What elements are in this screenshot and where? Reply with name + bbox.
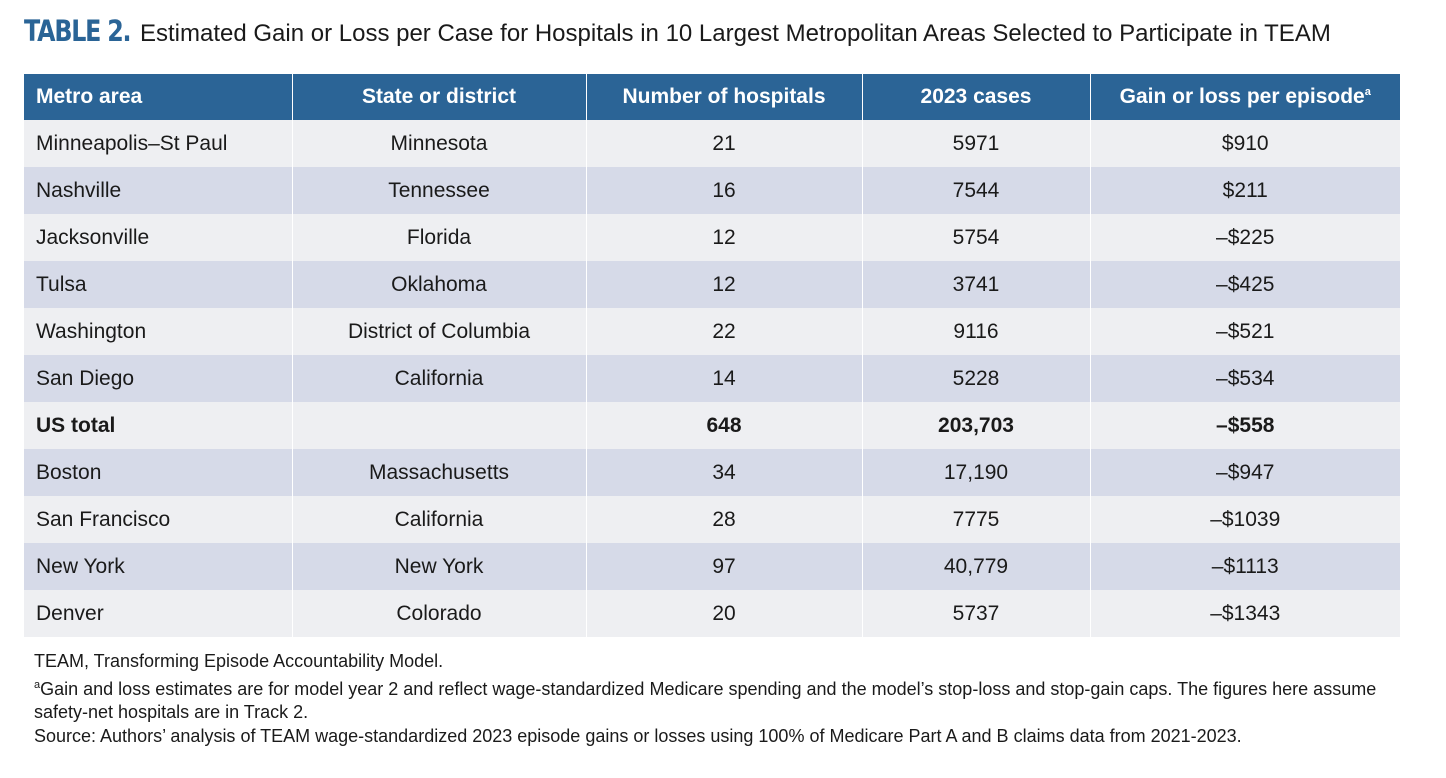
cell-state-or-district [291,402,586,449]
table-row: San Diego California 14 5228 –$534 [24,355,1400,402]
header-2023-cases: 2023 cases [861,74,1090,120]
header-number-of-hospitals: Number of hospitals [585,74,862,120]
header-metro-area: Metro area [24,74,292,120]
cell-2023-cases: 7775 [861,496,1090,543]
cell-state-or-district: Colorado [291,590,586,637]
cell-metro-area: San Francisco [24,496,292,543]
cell-number-of-hospitals: 28 [585,496,862,543]
cell-metro-area: Washington [24,308,292,355]
footnote-a-text: Gain and loss estimates are for model ye… [34,678,1377,723]
table-row: Boston Massachusetts 34 17,190 –$947 [24,449,1400,496]
cell-gain-or-loss: –$947 [1089,449,1400,496]
cell-2023-cases: 9116 [861,308,1090,355]
cell-gain-or-loss: –$425 [1089,261,1400,308]
table-row: Washington District of Columbia 22 9116 –$52… [24,308,1400,355]
cell-2023-cases: 5754 [861,214,1090,261]
cell-state-or-district: District of Columbia [291,308,586,355]
cell-state-or-district: California [291,355,586,402]
table-row: US total 648 203,703 –$558 [24,402,1400,449]
cell-gain-or-loss: –$558 [1089,402,1400,449]
footnote-abbreviation: TEAM, Transforming Episode Accountabilit… [34,651,444,671]
cell-gain-or-loss: –$1343 [1089,590,1400,637]
cell-number-of-hospitals: 97 [585,543,862,590]
cell-metro-area: Nashville [24,167,292,214]
table-header-row: Metro area State or district Number of h… [24,74,1400,120]
cell-2023-cases: 5737 [861,590,1090,637]
cell-gain-or-loss: –$225 [1089,214,1400,261]
footnote-source: Source: Authors’ analysis of TEAM wage-s… [34,725,1242,746]
cell-2023-cases: 17,190 [861,449,1090,496]
cell-number-of-hospitals: 648 [585,402,862,449]
header-gain-or-loss-label: Gain or loss per episode [1119,85,1365,108]
table-row: Minneapolis–St Paul Minnesota 21 5971 $910 [24,120,1400,167]
header-gain-or-loss: Gain or loss per episodea [1089,74,1400,120]
cell-2023-cases: 5228 [861,355,1090,402]
cell-metro-area: Boston [24,449,292,496]
footnote-a-marker: a [34,678,41,691]
cell-metro-area: US total [24,402,292,449]
table-row: Nashville Tennessee 16 7544 $211 [24,167,1400,214]
table-number-label: TABLE 2. [24,14,132,48]
cell-metro-area: Denver [24,590,292,637]
cell-gain-or-loss: –$534 [1089,355,1400,402]
cell-2023-cases: 40,779 [861,543,1090,590]
cell-gain-or-loss: –$521 [1089,308,1400,355]
footnote-a: aGain and loss estimates are for model y… [34,674,1414,725]
cell-state-or-district: Tennessee [291,167,586,214]
cell-metro-area: San Diego [24,355,292,402]
cell-2023-cases: 3741 [861,261,1090,308]
table-row: Tulsa Oklahoma 12 3741 –$425 [24,261,1400,308]
cell-gain-or-loss: –$1113 [1089,543,1400,590]
cell-number-of-hospitals: 20 [585,590,862,637]
header-state-or-district: State or district [291,74,586,120]
cell-number-of-hospitals: 12 [585,261,862,308]
data-table: Metro area State or district Number of h… [24,74,1400,637]
cell-state-or-district: California [291,496,586,543]
cell-2023-cases: 7544 [861,167,1090,214]
cell-2023-cases: 5971 [861,120,1090,167]
cell-gain-or-loss: $211 [1089,167,1400,214]
table-row: New York New York 97 40,779 –$1113 [24,543,1400,590]
cell-number-of-hospitals: 21 [585,120,862,167]
cell-state-or-district: Florida [291,214,586,261]
cell-gain-or-loss: –$1039 [1089,496,1400,543]
cell-metro-area: New York [24,543,292,590]
cell-number-of-hospitals: 22 [585,308,862,355]
table-row: San Francisco California 28 7775 –$1039 [24,496,1400,543]
cell-number-of-hospitals: 14 [585,355,862,402]
cell-state-or-district: Minnesota [291,120,586,167]
header-gain-footnote-marker: a [1364,86,1371,98]
cell-metro-area: Jacksonville [24,214,292,261]
cell-number-of-hospitals: 34 [585,449,862,496]
table-caption: Estimated Gain or Loss per Case for Hosp… [140,20,1331,47]
cell-state-or-district: New York [291,543,586,590]
cell-number-of-hospitals: 12 [585,214,862,261]
table-title: TABLE 2. Estimated Gain or Loss per Case… [24,14,1331,58]
cell-2023-cases: 203,703 [861,402,1090,449]
cell-gain-or-loss: $910 [1089,120,1400,167]
table-footnotes: TEAM, Transforming Episode Accountabilit… [34,650,1414,748]
cell-state-or-district: Massachusetts [291,449,586,496]
cell-metro-area: Tulsa [24,261,292,308]
cell-state-or-district: Oklahoma [291,261,586,308]
table-row: Denver Colorado 20 5737 –$1343 [24,590,1400,637]
table-row: Jacksonville Florida 12 5754 –$225 [24,214,1400,261]
cell-metro-area: Minneapolis–St Paul [24,120,292,167]
cell-number-of-hospitals: 16 [585,167,862,214]
